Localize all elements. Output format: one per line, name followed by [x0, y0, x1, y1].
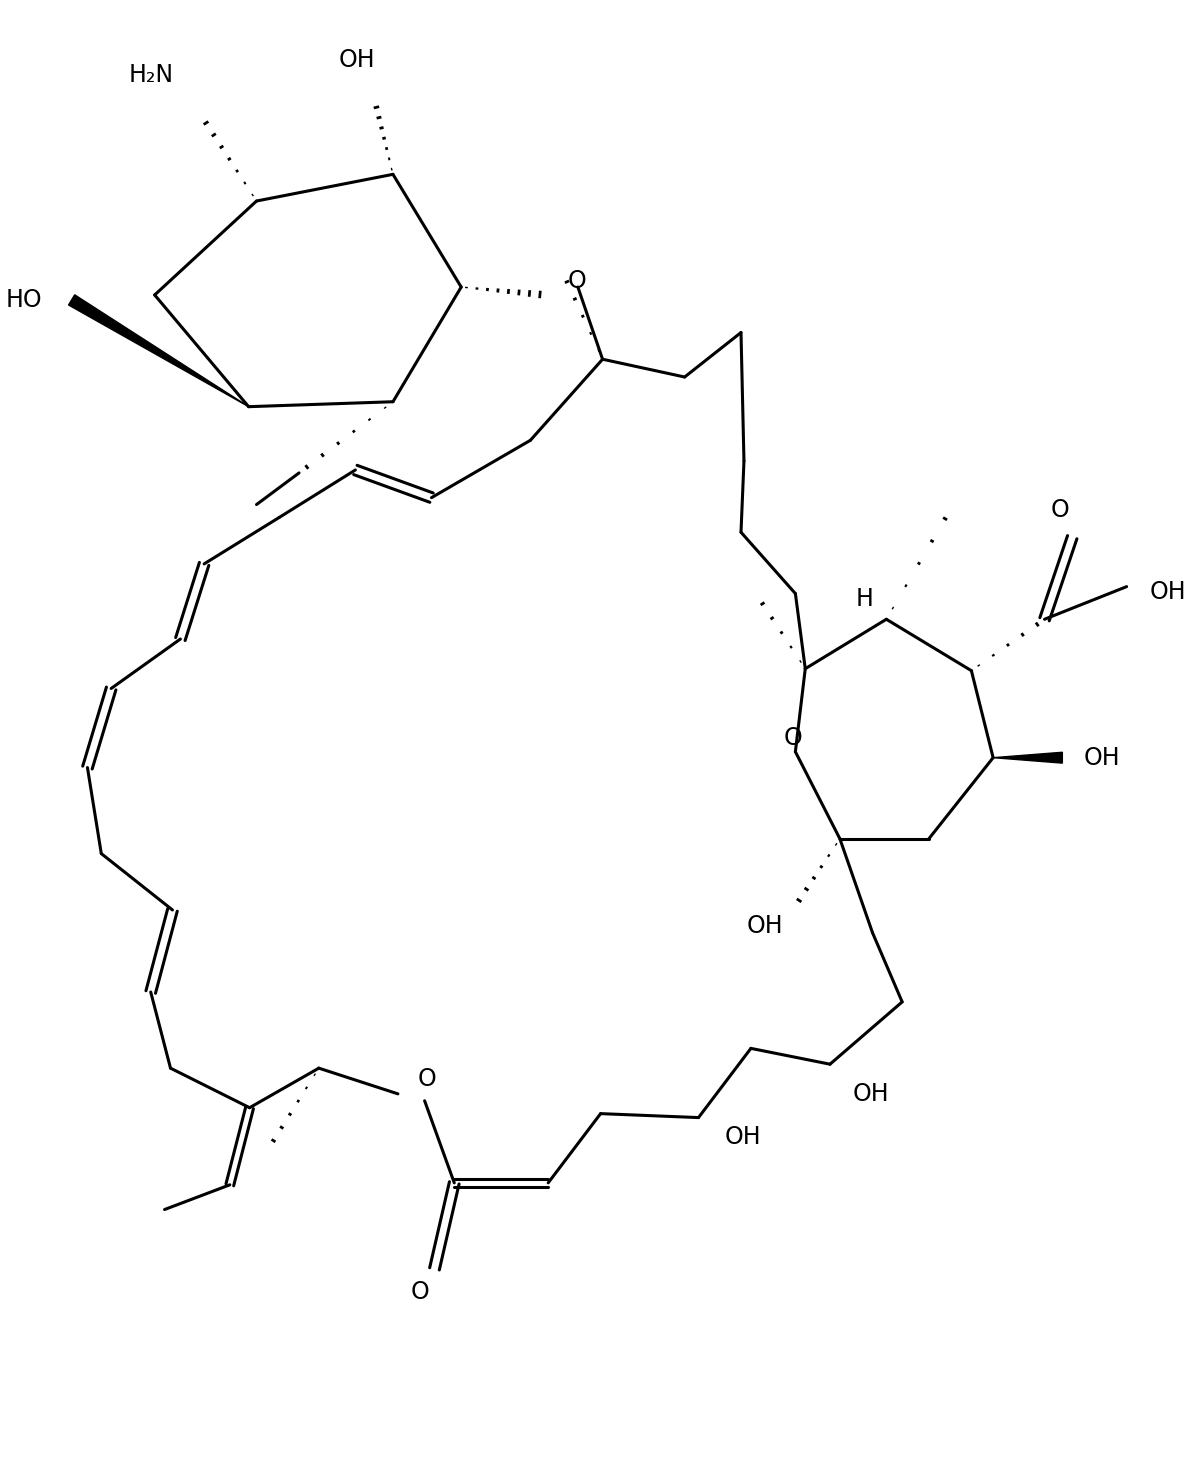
Text: OH: OH	[725, 1126, 760, 1149]
Text: OH: OH	[339, 48, 376, 72]
Text: OH: OH	[1150, 580, 1186, 603]
Text: HO: HO	[5, 288, 42, 312]
Polygon shape	[994, 752, 1063, 764]
Text: OH: OH	[747, 914, 783, 937]
Text: O: O	[784, 726, 803, 750]
Text: O: O	[568, 269, 587, 293]
Text: OH: OH	[853, 1082, 889, 1105]
Text: H: H	[856, 587, 873, 612]
Text: O: O	[411, 1279, 430, 1304]
Polygon shape	[69, 295, 249, 407]
Text: O: O	[418, 1067, 437, 1091]
Text: OH: OH	[1084, 746, 1121, 769]
Text: O: O	[1051, 498, 1070, 523]
Text: H₂N: H₂N	[129, 63, 174, 88]
